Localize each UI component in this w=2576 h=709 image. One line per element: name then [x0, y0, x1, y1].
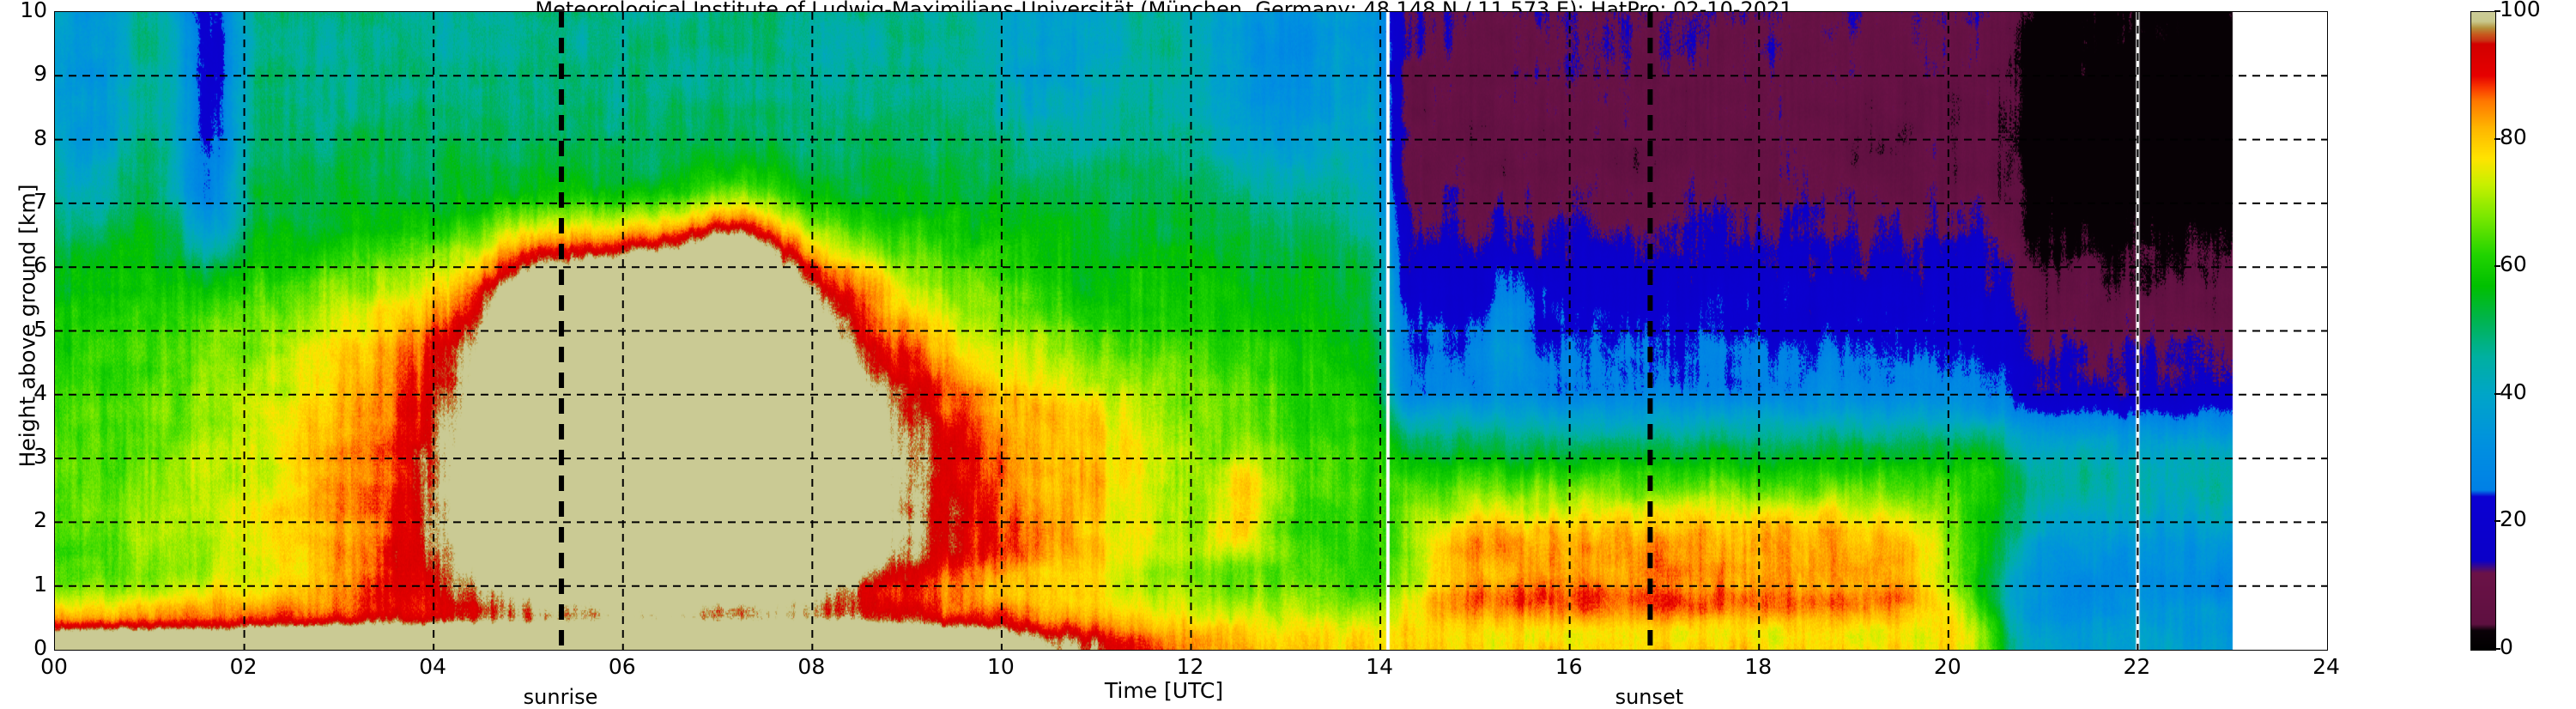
x-axis-title: Time [UTC]: [1104, 678, 1224, 703]
annotation-label-sunrise: sunrise: [523, 685, 598, 709]
y-tick-label: 4: [33, 379, 47, 405]
x-tick-label: 24: [2312, 654, 2340, 679]
colorbar-tick-label: 60: [2500, 251, 2527, 277]
x-tick-label: 12: [1176, 654, 1204, 679]
x-tick-label: 04: [419, 654, 447, 679]
x-tick-label: 08: [797, 654, 826, 679]
colorbar-tick-mark: [2494, 648, 2500, 650]
colorbar-tick-label: 80: [2500, 124, 2527, 149]
y-tick-label: 2: [33, 507, 47, 533]
colorbar-tick-label: 0: [2500, 634, 2513, 659]
y-tick-label: 3: [33, 444, 47, 470]
y-tick-label: 8: [33, 124, 47, 150]
colorbar-tick-label: 100: [2500, 0, 2541, 21]
x-tick-label: 16: [1555, 654, 1583, 679]
x-tick-label: 02: [229, 654, 258, 679]
colorbar-tick-mark: [2494, 392, 2500, 395]
colorbar-tick-label: 20: [2500, 506, 2527, 532]
colorbar-tick-mark: [2494, 265, 2500, 268]
y-tick-label: 0: [33, 635, 47, 660]
y-tick-label: 7: [33, 188, 47, 214]
heatmap-canvas: [55, 12, 2327, 650]
colorbar-tick-mark: [2494, 137, 2500, 140]
x-tick-label: 22: [2123, 654, 2151, 679]
y-tick-label: 1: [33, 571, 47, 597]
y-tick-label: 10: [20, 0, 47, 22]
y-tick-label: 9: [33, 61, 47, 87]
plot-area: [54, 11, 2328, 651]
y-tick-label: 6: [33, 252, 47, 278]
y-tick-label: 5: [33, 316, 47, 342]
x-tick-label: 14: [1366, 654, 1393, 679]
colorbar-tick-label: 40: [2500, 379, 2527, 404]
colorbar-canvas: [2470, 11, 2496, 651]
x-tick-label: 20: [1933, 654, 1961, 679]
annotation-label-sunset: sunset: [1615, 685, 1684, 709]
colorbar: [2470, 11, 2496, 651]
x-tick-label: 18: [1744, 654, 1773, 679]
x-tick-label: 10: [987, 654, 1015, 679]
colorbar-tick-mark: [2494, 10, 2500, 12]
x-tick-label: 00: [40, 654, 68, 679]
x-tick-label: 06: [608, 654, 636, 679]
colorbar-tick-mark: [2494, 520, 2500, 523]
